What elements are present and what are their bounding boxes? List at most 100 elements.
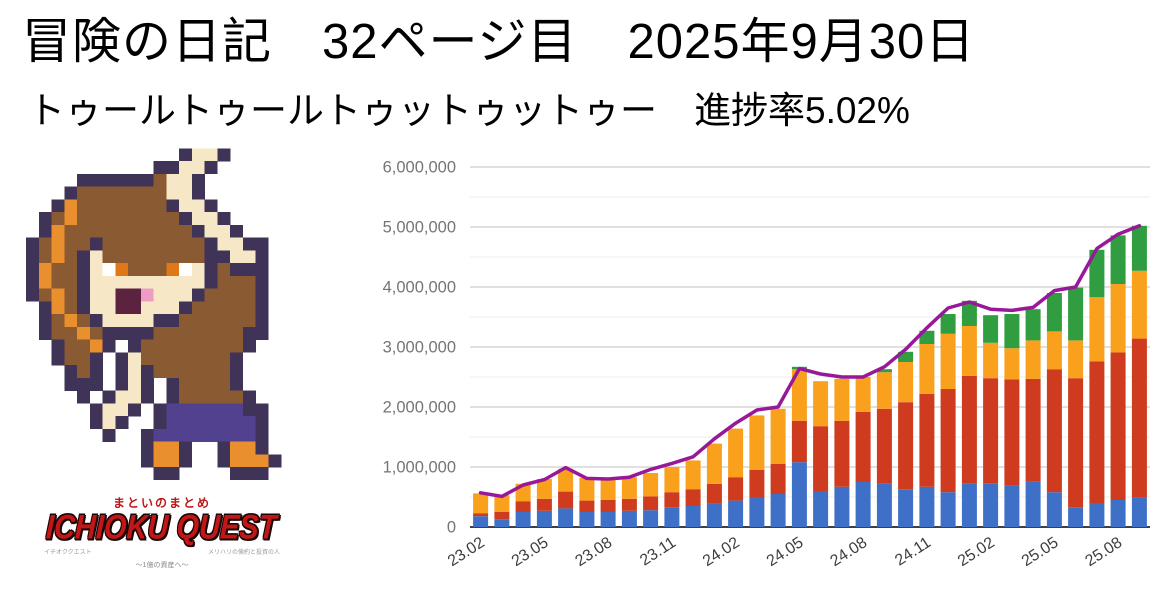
bar-segment-red (791, 420, 807, 463)
bar-segment-red (855, 411, 871, 482)
bar-segment-blue (473, 516, 489, 527)
bar-segment-red (579, 500, 595, 512)
bar-segment-red (558, 491, 574, 509)
bar-segment-blue (855, 482, 871, 527)
bar-segment-red (919, 393, 935, 487)
total-line (478, 224, 1142, 499)
bar-segment-red (876, 408, 892, 484)
bar-segment-orange (600, 479, 616, 500)
bar-segment-red (536, 498, 552, 511)
logo-top-text: まといのまとめ (112, 496, 211, 510)
bar-segment-red (473, 513, 489, 517)
bar-segment-orange (770, 408, 786, 464)
bar-segment-blue (749, 497, 765, 527)
logo-sub-row: イチオククエスト メリハリの倹約と投資の人 (38, 547, 286, 556)
bar-segment-blue (961, 483, 977, 527)
svg-text:0: 0 (447, 519, 456, 537)
bar-segment-blue (579, 512, 595, 527)
bar-segment-green (983, 315, 999, 343)
bar-segment-orange (834, 378, 850, 421)
bar-segment-blue (770, 494, 786, 527)
bar-segment-blue (1025, 481, 1041, 527)
bar-segment-red (664, 492, 680, 508)
bar-segment-blue (1068, 507, 1084, 527)
bar-segment-blue (1131, 497, 1147, 527)
bar-segment-blue (536, 510, 552, 527)
bar-segment-green (940, 314, 956, 334)
bar-segment-green (1004, 314, 1020, 349)
bar-segment-blue (494, 519, 510, 527)
bar-segment-blue (600, 512, 616, 527)
bar-segment-red (600, 500, 616, 512)
bar-segment-red (685, 489, 701, 506)
bar-segment-red (1089, 361, 1105, 503)
chart-svg: 0 1,000,000 2,000,000 3,000,000 4,000,000 5,0… (383, 159, 1150, 570)
bar-segment-blue (876, 483, 892, 527)
bar-segment-blue (983, 483, 999, 527)
ichioku-quest-logo: まといのまとめ ICHIOKU QUEST イチオククエスト メリハリの倹約と投… (38, 497, 286, 570)
bar-segment-blue (919, 486, 935, 527)
bar-segment-red (728, 477, 744, 501)
bar-segment-orange (791, 369, 807, 421)
svg-text:24.11: 24.11 (892, 534, 934, 569)
bar-segment-orange (983, 342, 999, 379)
bar-segment-orange (494, 495, 510, 512)
bar-segment-blue (664, 507, 680, 527)
bar-segment-orange (749, 415, 765, 470)
bar-segment-orange (1110, 284, 1126, 353)
bar-segment-orange (855, 377, 871, 412)
bar-segment-green (898, 351, 914, 362)
bar-segment-blue (558, 508, 574, 527)
svg-text:23.02: 23.02 (445, 534, 488, 570)
bar-segment-orange (621, 477, 637, 499)
bar-segment-red (813, 426, 829, 491)
svg-text:24.05: 24.05 (764, 534, 807, 570)
bar-segment-blue (834, 486, 850, 527)
bar-segment-red (898, 402, 914, 490)
bar-segment-blue (515, 512, 531, 527)
svg-text:23.11: 23.11 (637, 534, 679, 569)
bar-segment-blue (1110, 500, 1126, 527)
svg-text:24.02: 24.02 (700, 534, 743, 570)
page-title: 冒険の日記 32ページ目 2025年9月30日 (22, 15, 976, 69)
svg-text:25.05: 25.05 (1019, 534, 1062, 570)
svg-text:3,000,000: 3,000,000 (383, 339, 456, 357)
bar-segment-orange (664, 467, 680, 493)
svg-text:23.08: 23.08 (572, 534, 615, 570)
logo-main-text: ICHIOKU QUEST (45, 508, 278, 547)
bar-segment-orange (706, 443, 722, 484)
bar-segment-green (961, 300, 977, 326)
bar-segment-blue (940, 492, 956, 527)
svg-text:25.08: 25.08 (1082, 534, 1125, 570)
bar-segment-orange (1089, 297, 1105, 362)
bar-segment-red (1110, 352, 1126, 500)
bar-segment-red (961, 375, 977, 484)
bar-segment-red (749, 470, 765, 497)
bar-segment-blue (621, 510, 637, 527)
bar-segment-blue (643, 510, 659, 527)
bar-segment-orange (536, 479, 552, 499)
bar-segment-blue (706, 503, 722, 527)
svg-text:5,000,000: 5,000,000 (383, 219, 456, 237)
logo-sub-right: メリハリの倹約と投資の人 (207, 550, 280, 556)
bar-segment-green (919, 330, 935, 344)
bar-segment-red (1131, 338, 1147, 498)
bar-segment-red (1025, 378, 1041, 482)
bar-segment-orange (898, 362, 914, 403)
bar-segment-green (1089, 249, 1105, 298)
bar-segment-orange (473, 493, 489, 514)
bar-segment-green (1068, 287, 1084, 341)
bar-segment-orange (1131, 270, 1147, 339)
bar-segment-blue (1046, 492, 1062, 527)
page-subtitle: トゥールトゥールトゥットゥットゥー 進捗率5.02% (28, 90, 910, 131)
character-pixel-art (26, 148, 282, 480)
bar-segment-red (643, 496, 659, 511)
logo-sub-left: イチオククエスト (44, 550, 92, 556)
bar-segment-orange (1046, 331, 1062, 370)
bar-segment-blue (813, 491, 829, 527)
bar-segment-green (876, 369, 892, 373)
bar-segment-red (940, 389, 956, 493)
bar-segment-red (494, 512, 510, 520)
bar-segment-orange (961, 326, 977, 376)
